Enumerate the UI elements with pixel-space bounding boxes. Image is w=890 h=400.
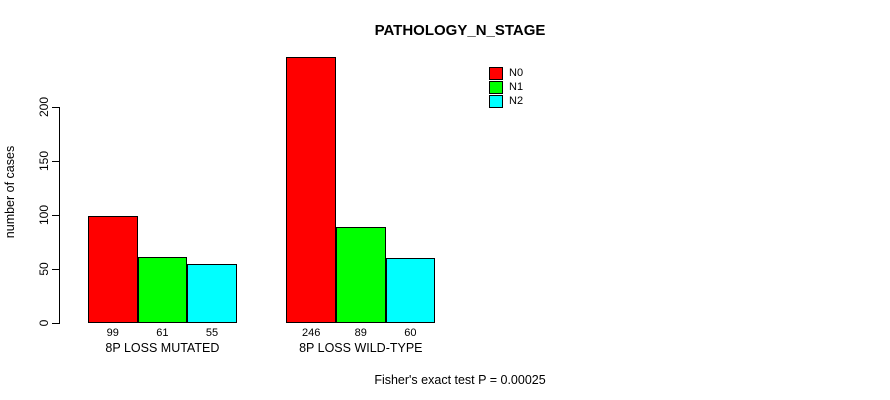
y-axis-tick <box>52 161 59 162</box>
chart-title: PATHOLOGY_N_STAGE <box>374 22 546 39</box>
bar-n2-8p-loss-wild-type <box>385 258 436 323</box>
bar-n1-8p-loss-mutated <box>137 257 188 323</box>
y-axis-tick <box>52 107 59 108</box>
bar-value-label: 89 <box>354 327 367 339</box>
x-axis-category-label-8p-loss-mutated: 8P LOSS MUTATED <box>105 341 220 355</box>
bar-n1-8p-loss-wild-type <box>336 226 386 323</box>
y-axis-tick-label: 50 <box>37 262 51 276</box>
legend-label-n2: N2 <box>509 95 524 107</box>
y-axis-tick-label: 0 <box>37 319 51 327</box>
x-axis-category-label-8p-loss-wild-type: 8P LOSS WILD-TYPE <box>299 341 423 355</box>
y-axis-tick <box>52 215 59 216</box>
bar-value-label: 60 <box>404 327 417 339</box>
bar-n0-8p-loss-mutated <box>88 216 138 323</box>
legend-label-n0: N0 <box>509 67 524 79</box>
bar-n2-8p-loss-mutated <box>187 263 237 323</box>
legend-item-n2: N2 <box>489 94 523 108</box>
legend-label-n1: N1 <box>509 81 524 93</box>
y-axis-tick-label: 150 <box>37 150 51 172</box>
legend-item-n1: N1 <box>489 80 523 94</box>
y-axis-tick-label: 200 <box>37 96 51 118</box>
stats-footer: Fisher's exact test P = 0.00025 <box>374 373 546 387</box>
legend-item-n0: N0 <box>489 66 523 80</box>
bar-n0-8p-loss-wild-type <box>286 57 336 323</box>
bar-value-label: 61 <box>156 327 169 339</box>
legend-swatch-n0 <box>489 66 503 80</box>
y-axis-tick-label: 100 <box>37 204 51 226</box>
bar-value-label: 99 <box>106 327 119 339</box>
legend-swatch-n1 <box>489 80 503 94</box>
y-axis-tick <box>52 323 59 324</box>
bar-value-label: 55 <box>205 327 219 339</box>
y-axis-label: number of cases <box>3 145 17 239</box>
legend-swatch-n2 <box>489 94 503 108</box>
bar-value-label: 246 <box>302 327 321 339</box>
y-axis-line <box>59 107 60 324</box>
y-axis-tick <box>52 269 59 270</box>
